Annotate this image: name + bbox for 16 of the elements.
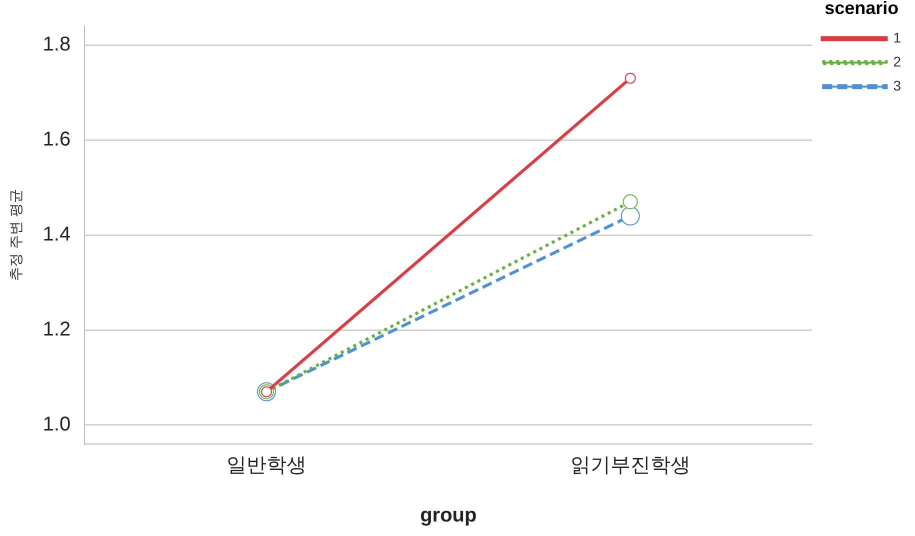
y-axis-title: 추정 주변 평균 — [7, 189, 24, 281]
x-tick-label: 읽기부진학생 — [570, 454, 690, 477]
y-tick-label: 1.2 — [42, 318, 71, 341]
point — [624, 72, 636, 84]
x-axis-title: group — [420, 504, 477, 527]
legend-label: 3 — [893, 77, 902, 94]
y-tick-label: 1.8 — [42, 34, 71, 56]
y-tick-label: 1.0 — [42, 414, 71, 436]
x-tick-label: 일반학생 — [226, 454, 307, 477]
y-tick-label: 1.6 — [42, 128, 71, 151]
legend-label: 2 — [893, 53, 902, 70]
legend-title: scenario — [824, 0, 899, 18]
legend-label: 1 — [893, 29, 902, 46]
point — [622, 194, 638, 210]
point — [620, 206, 640, 226]
y-tick-label: 1.4 — [42, 224, 71, 246]
